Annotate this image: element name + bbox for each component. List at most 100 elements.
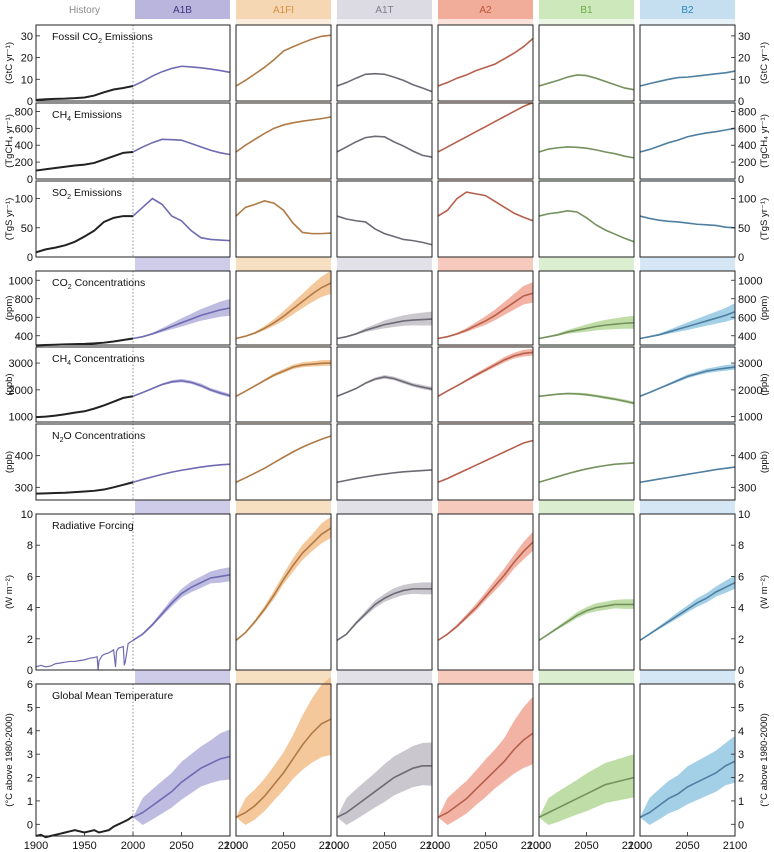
plot-area-b1	[539, 181, 634, 257]
band-b2	[640, 303, 735, 339]
plot-frame-a1fi	[235, 180, 332, 258]
header-cell-a1t	[337, 0, 432, 19]
y-unit-label-left: (ppb)	[4, 451, 15, 473]
x-tick-label: 2000	[325, 840, 349, 852]
y-tick-label-right: 3	[738, 749, 744, 761]
plot-frame-a1fi	[235, 346, 332, 423]
plot-frame-b1	[538, 423, 635, 501]
panel-title-part: 4	[67, 360, 71, 367]
plot-frame-a1b	[35, 423, 231, 501]
header-cell-b1	[539, 0, 634, 19]
y-unit-label-left: (GtC yr⁻¹)	[4, 42, 15, 84]
plot-frame-a2	[437, 423, 534, 501]
header-label-a1t: A1T	[375, 5, 393, 16]
plot-area-b1	[539, 25, 634, 101]
plot-area-a2	[438, 424, 533, 500]
y-unit-label-right: (ppb)	[759, 451, 770, 473]
series-line-a1t	[336, 215, 433, 246]
y-tick-label-right: 400	[738, 140, 756, 152]
x-tick-label: 2100	[723, 840, 747, 852]
plot-area-a2	[438, 25, 533, 101]
y-unit-label-left: (W m⁻²)	[4, 575, 15, 609]
series-line-b2	[639, 760, 736, 819]
y-tick-label-left: 2	[27, 773, 33, 785]
plot-area-a1t	[337, 181, 432, 257]
group-strip-a2	[438, 257, 533, 271]
y-tick-label-right: 6	[738, 571, 744, 583]
plot-area-b1	[539, 514, 634, 670]
group-strip-b1	[539, 670, 634, 684]
series-line-a1b	[132, 65, 231, 87]
series-line-a1fi	[235, 116, 332, 153]
panel-title-part: Global Mean Temperature	[52, 690, 173, 702]
x-tick-label: 2100	[622, 840, 646, 852]
y-tick-label-left: 4	[27, 603, 33, 615]
band-b1	[539, 754, 634, 826]
band-a2	[438, 696, 533, 826]
plot-frame-b2	[639, 423, 736, 501]
plot-area-a2	[438, 347, 533, 422]
plot-frame-b2	[639, 270, 736, 346]
series-line-b2	[639, 215, 736, 229]
plot-frame-a2	[437, 180, 534, 258]
y-tick-label-left: 200	[15, 157, 33, 169]
panel-title-part: Concentrations	[72, 277, 146, 289]
y-tick-label-left: 50	[21, 223, 33, 235]
y-unit-label-right: (TgCH₄ yr⁻¹)	[759, 114, 770, 168]
plot-area-a2	[438, 271, 533, 345]
plot-frame-a2	[437, 270, 534, 346]
panel-title-part: 4	[67, 116, 71, 123]
series-line-a2	[437, 292, 534, 340]
plot-frame-b2	[639, 346, 736, 423]
plot-frame-b2	[639, 513, 736, 671]
plot-area-b2	[640, 103, 735, 179]
plot-area-a2	[438, 103, 533, 179]
band-b1	[539, 599, 634, 641]
y-tick-label-left: 1000	[9, 275, 33, 287]
panel-title-part: Fossil CO	[52, 31, 98, 43]
y-tick-label-left: 100	[15, 194, 33, 206]
x-tick-label: 1900	[24, 840, 48, 852]
y-tick-label-right: 10	[738, 74, 750, 86]
y-tick-label-left: 6	[27, 679, 33, 691]
y-unit-label-left: (TgS yr⁻¹)	[4, 198, 15, 240]
y-unit-label-left: (ppb)	[4, 373, 15, 395]
series-line-a1b	[132, 463, 231, 484]
group-strip-a1fi	[236, 500, 331, 514]
plot-frame-b2	[639, 180, 736, 258]
y-tick-label-right: 600	[738, 123, 756, 135]
band-a1b	[133, 567, 230, 641]
header-label-a1b: A1B	[173, 5, 192, 16]
series-line-a1fi	[235, 282, 332, 340]
panel-co2c: 400 400 600 600 800 800 1000 1000 (ppm) (ppm) CO2 …	[4, 270, 770, 347]
plot-area-a2	[438, 181, 533, 257]
series-line-b2	[639, 310, 736, 340]
history-line	[35, 150, 134, 172]
series-line-a2	[437, 732, 534, 819]
panel-rf: 0 0 2 2 4 4 6 6 8 8 10 10 (W m⁻²) (W m⁻²) Radiative Fo…	[4, 509, 770, 677]
plot-area-b2	[640, 271, 735, 345]
panel-title-part: N	[52, 430, 60, 442]
series-line-b1	[538, 146, 635, 159]
plot-area-b2	[640, 424, 735, 500]
x-tick-label: 2000	[121, 840, 145, 852]
y-unit-label-left: (TgCH₄ yr⁻¹)	[4, 114, 15, 168]
panel-title: CO2 Concentrations	[52, 277, 145, 291]
panel-title: Fossil CO2 Emissions	[52, 31, 153, 45]
x-tick-label: 2050	[169, 840, 193, 852]
y-tick-label-left: 4	[27, 726, 33, 738]
panel-title: CH4 Emissions	[52, 109, 122, 123]
history-line	[35, 481, 134, 495]
panel-temp: 0 0 1 1 2 2 3 3 4 4 5 5 6 6 (°C above 1980-2000) (°C ab…	[4, 676, 770, 839]
panel-title-part: Emissions	[71, 109, 122, 121]
header-label-a1fi: A1FI	[273, 5, 294, 16]
series-line-a1t	[336, 469, 433, 484]
panel-title-part: 2	[67, 194, 71, 201]
y-unit-label-right: (TgS yr⁻¹)	[759, 198, 770, 240]
y-tick-label-right: 2	[738, 773, 744, 785]
y-tick-label-left: 3000	[9, 358, 33, 370]
plot-frame-b1	[538, 24, 635, 102]
series-line-b2	[639, 366, 736, 398]
panel-title-part: CH	[52, 353, 67, 365]
